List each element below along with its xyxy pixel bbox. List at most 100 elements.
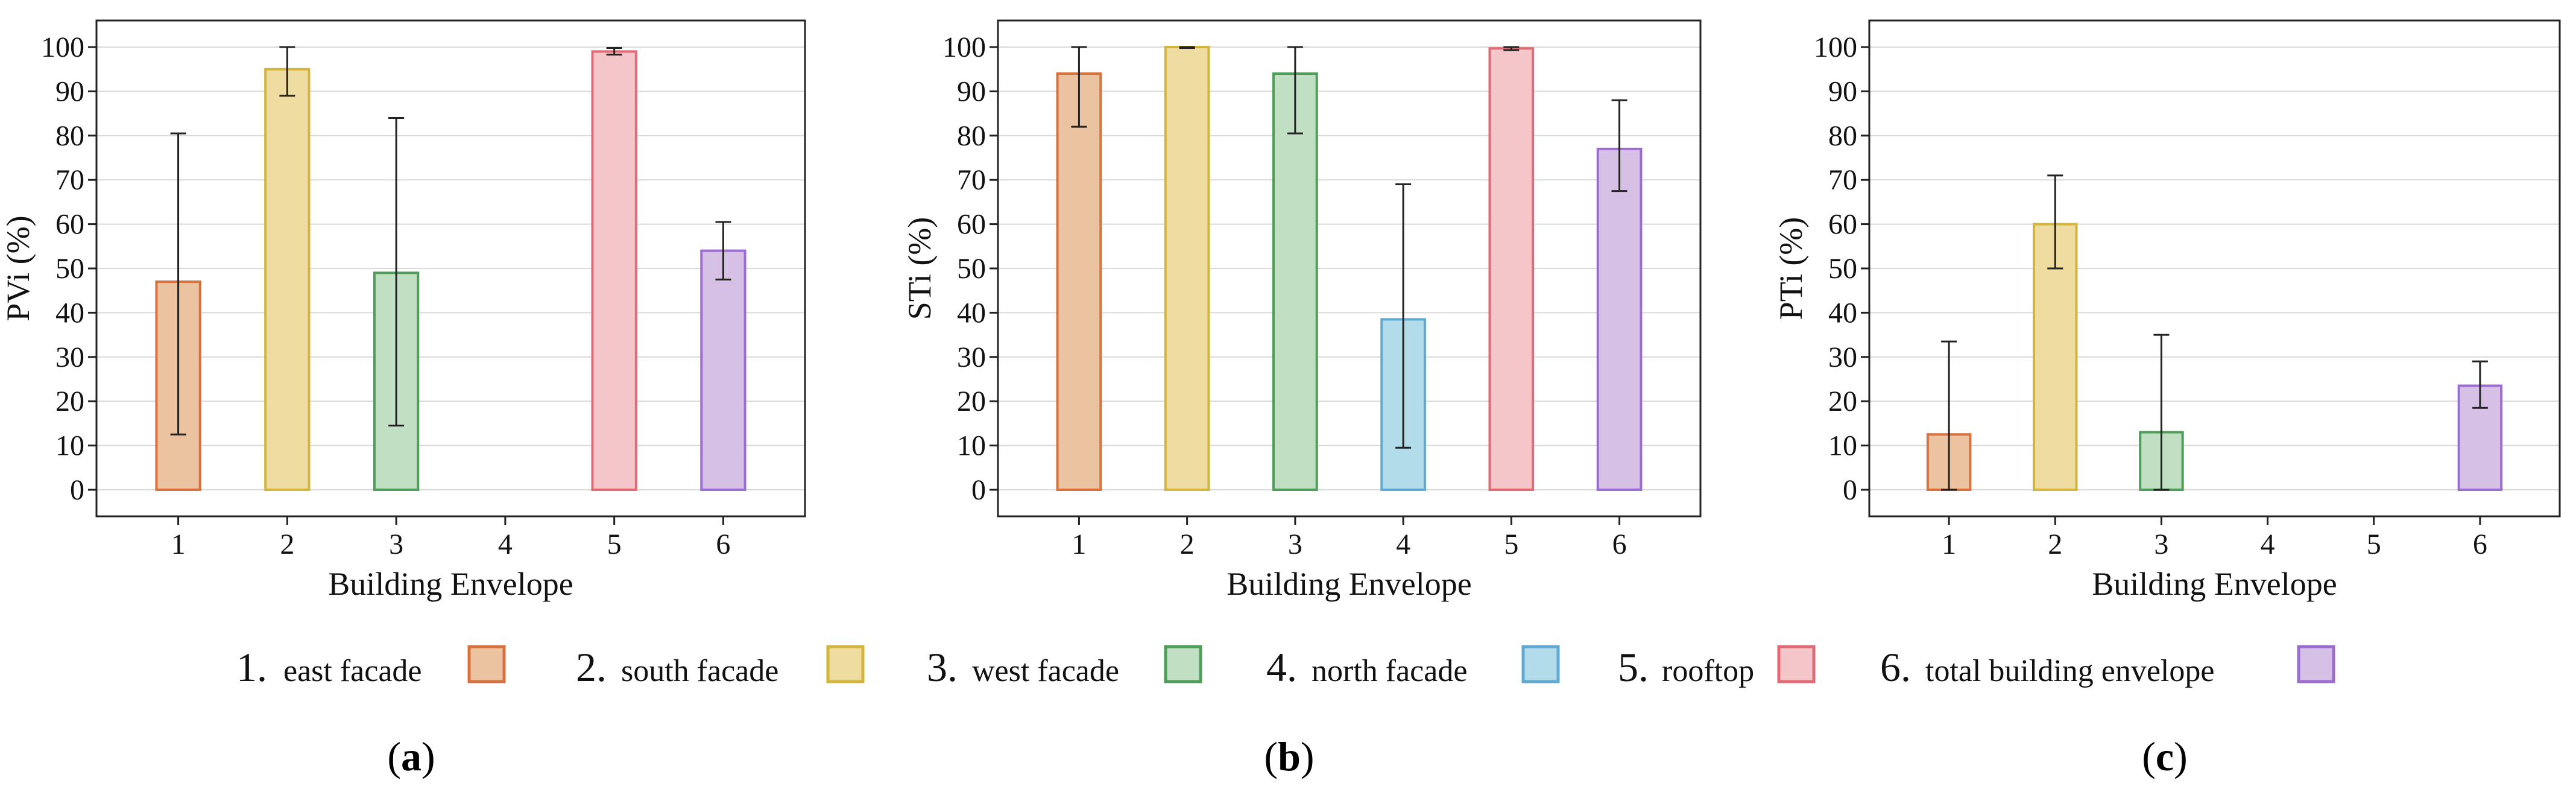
x-tick-label: 2 bbox=[280, 528, 294, 560]
x-tick-label: 6 bbox=[716, 528, 730, 560]
y-tick-label: 0 bbox=[971, 474, 986, 506]
bar-6 bbox=[2457, 384, 2503, 491]
legend-item-4: 4. north facade bbox=[1266, 644, 1560, 690]
error-bar-1 bbox=[170, 132, 186, 436]
legend-swatch-6 bbox=[2297, 645, 2335, 683]
x-tick-label: 4 bbox=[2261, 528, 2275, 560]
chart-panel-b: 0 10 20 30 40 50 60 70 80 90 100 1 2 3 4 5 6 Building Env… bbox=[901, 19, 1702, 602]
error-bar-1 bbox=[1071, 46, 1087, 128]
legend-label-5: rooftop bbox=[1662, 654, 1754, 688]
legend-swatch-4 bbox=[1521, 645, 1560, 683]
bar-2 bbox=[1164, 46, 1210, 491]
y-tick-label: 60 bbox=[957, 209, 986, 241]
x-tick-label: 5 bbox=[2367, 528, 2381, 560]
error-bar-6 bbox=[2472, 360, 2488, 409]
x-tick-label: 4 bbox=[498, 528, 513, 560]
error-bar-3 bbox=[2153, 334, 2170, 491]
y-tick-label: 60 bbox=[55, 209, 84, 241]
panel-label-c: (c) bbox=[2142, 733, 2188, 779]
legend-swatch-2 bbox=[826, 645, 865, 683]
error-bar-2 bbox=[2047, 174, 2063, 270]
bar-5 bbox=[1488, 47, 1535, 491]
y-axis-label: STi (%) bbox=[901, 217, 938, 320]
x-tick-label: 6 bbox=[1612, 528, 1627, 560]
bar-6 bbox=[700, 249, 747, 491]
y-tick-label: 80 bbox=[55, 120, 84, 152]
y-tick-label: 50 bbox=[55, 253, 84, 285]
y-tick-label: 40 bbox=[1828, 297, 1857, 329]
legend-number-1: 1. bbox=[236, 644, 267, 690]
error-bar-3 bbox=[1287, 46, 1303, 135]
legend-swatch-5 bbox=[1777, 645, 1816, 683]
y-tick-label: 100 bbox=[942, 31, 986, 63]
bar-5 bbox=[591, 50, 637, 491]
y-tick-label: 0 bbox=[70, 474, 84, 506]
y-tick-label: 80 bbox=[957, 120, 986, 152]
error-bar-6 bbox=[715, 221, 731, 280]
chart-panel-a: 0 10 20 30 40 50 60 70 80 90 100 1 2 3 4 5 6 Building Env… bbox=[0, 19, 806, 602]
x-tick-label: 3 bbox=[389, 528, 403, 560]
y-axis-label: PVi (%) bbox=[0, 215, 36, 321]
y-tick-label: 40 bbox=[957, 297, 986, 329]
y-tick-label: 60 bbox=[1828, 209, 1857, 241]
x-tick-label: 5 bbox=[1504, 528, 1518, 560]
y-tick-label: 20 bbox=[55, 385, 84, 417]
x-axis-label: Building Envelope bbox=[2092, 566, 2337, 602]
panel-labels: (a) (b) (c) bbox=[387, 733, 2187, 779]
x-tick-label: 5 bbox=[607, 528, 622, 560]
legend-number-4: 4. bbox=[1266, 644, 1297, 690]
y-tick-label: 30 bbox=[957, 341, 986, 373]
legend-swatch-1 bbox=[467, 645, 506, 683]
legend-number-6: 6. bbox=[1880, 644, 1911, 690]
x-tick-label: 4 bbox=[1396, 528, 1410, 560]
y-tick-label: 30 bbox=[55, 341, 84, 373]
error-bar-2 bbox=[1179, 46, 1195, 49]
panel-label-b: (b) bbox=[1264, 733, 1314, 779]
y-tick-label: 90 bbox=[957, 75, 986, 107]
legend-number-2: 2. bbox=[576, 644, 607, 690]
y-tick-label: 70 bbox=[55, 164, 84, 196]
y-tick-label: 70 bbox=[1828, 164, 1857, 196]
x-tick-label: 1 bbox=[1942, 528, 1956, 560]
y-tick-label: 10 bbox=[55, 430, 84, 462]
error-bar-5 bbox=[1503, 46, 1520, 51]
legend-item-6: 6. total building envelope bbox=[1880, 644, 2335, 690]
legend-label-6: total building envelope bbox=[1925, 654, 2214, 688]
y-tick-label: 0 bbox=[1843, 474, 1857, 506]
legend-label-3: west facade bbox=[972, 654, 1119, 688]
legend: 1. east facade 2. south facade 3. west f… bbox=[236, 644, 2335, 690]
y-tick-label: 10 bbox=[1828, 430, 1857, 462]
legend-item-3: 3. west facade bbox=[927, 644, 1202, 690]
legend-number-5: 5. bbox=[1618, 644, 1649, 690]
y-tick-label: 30 bbox=[1828, 341, 1857, 373]
legend-number-3: 3. bbox=[927, 644, 958, 690]
error-bar-3 bbox=[388, 116, 405, 427]
y-tick-label: 40 bbox=[55, 297, 84, 329]
legend-item-5: 5. rooftop bbox=[1618, 644, 1816, 690]
chart-panel-c: 0 10 20 30 40 50 60 70 80 90 100 1 2 3 4 5 6 Building Env… bbox=[1773, 19, 2561, 602]
x-axis-label: Building Envelope bbox=[1226, 566, 1471, 602]
panel-label-a: (a) bbox=[387, 733, 435, 779]
legend-label-2: south facade bbox=[621, 654, 778, 688]
y-tick-label: 100 bbox=[1814, 31, 1857, 63]
legend-item-1: 1. east facade bbox=[236, 644, 506, 690]
error-bar-2 bbox=[279, 46, 295, 97]
x-tick-label: 3 bbox=[2154, 528, 2168, 560]
x-tick-label: 2 bbox=[1180, 528, 1195, 560]
error-bar-1 bbox=[1941, 340, 1957, 491]
x-tick-label: 1 bbox=[1072, 528, 1086, 560]
bar-6 bbox=[1596, 147, 1643, 491]
y-tick-label: 100 bbox=[41, 31, 84, 63]
error-bar-6 bbox=[1611, 99, 1627, 192]
y-tick-label: 80 bbox=[1828, 120, 1857, 152]
legend-label-4: north facade bbox=[1312, 654, 1467, 688]
y-axis-label: PTi (%) bbox=[1773, 217, 1809, 320]
y-tick-label: 10 bbox=[957, 430, 986, 462]
y-tick-label: 50 bbox=[1828, 253, 1857, 285]
x-tick-label: 1 bbox=[171, 528, 186, 560]
bar-1 bbox=[1056, 72, 1102, 491]
legend-label-1: east facade bbox=[283, 654, 421, 688]
x-tick-label: 2 bbox=[2048, 528, 2062, 560]
y-tick-label: 70 bbox=[957, 164, 986, 196]
